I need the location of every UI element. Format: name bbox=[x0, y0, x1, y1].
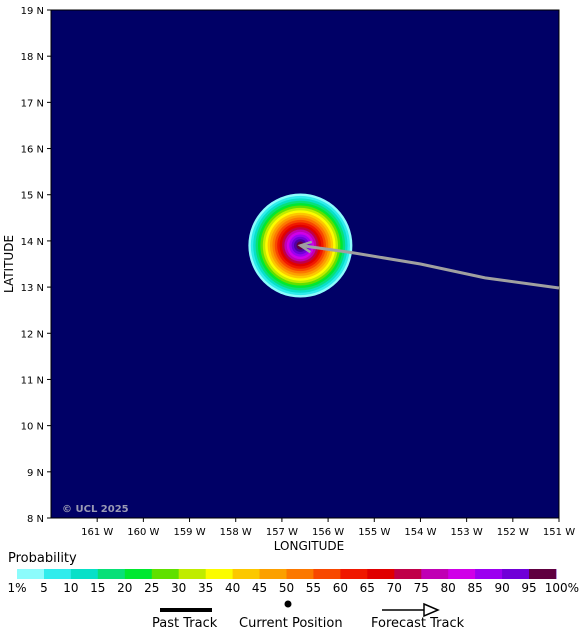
lat-tick-label: 12 N bbox=[21, 329, 44, 340]
colorbar-label: 65 bbox=[360, 581, 375, 595]
probability-colorbar bbox=[17, 569, 557, 579]
colorbar-label: 25 bbox=[144, 581, 159, 595]
x-axis-title: LONGITUDE bbox=[274, 539, 344, 553]
colorbar-label: 50 bbox=[279, 581, 294, 595]
lat-tick-label: 16 N bbox=[21, 145, 44, 156]
lon-tick-label: 154 W bbox=[404, 527, 436, 538]
past-track-label: Past Track bbox=[152, 616, 218, 631]
colorbar-label: 70 bbox=[387, 581, 402, 595]
lon-tick-label: 161 W bbox=[81, 527, 113, 538]
current-position-symbol bbox=[284, 600, 292, 608]
colorbar-label: 20 bbox=[117, 581, 132, 595]
colorbar-label: 85 bbox=[467, 581, 482, 595]
colorbar-segment bbox=[259, 569, 287, 579]
forecast-track-label: Forecast Track bbox=[371, 616, 465, 631]
colorbar-segment bbox=[70, 569, 99, 579]
colorbar-label: 75 bbox=[414, 581, 429, 595]
colorbar-segment bbox=[205, 569, 234, 579]
forecast-track-symbol bbox=[382, 602, 440, 618]
forecast-track-path bbox=[300, 244, 560, 290]
colorbar-segment bbox=[313, 569, 341, 579]
colorbar-segment bbox=[529, 569, 556, 579]
colorbar-label: 90 bbox=[494, 581, 509, 595]
colorbar-segment bbox=[124, 569, 153, 579]
colorbar-segment bbox=[448, 569, 476, 579]
lat-tick-label: 8 N bbox=[27, 514, 44, 525]
lon-tick-label: 152 W bbox=[497, 527, 529, 538]
lat-tick-label: 17 N bbox=[21, 98, 44, 109]
lat-tick-label: 13 N bbox=[21, 283, 44, 294]
colorbar-segment bbox=[232, 569, 260, 579]
colorbar-label: 80 bbox=[441, 581, 456, 595]
lon-tick-label: 160 W bbox=[127, 527, 159, 538]
copyright-text: © UCL 2025 bbox=[62, 504, 129, 515]
colorbar-label: 40 bbox=[225, 581, 240, 595]
colorbar-segment bbox=[421, 569, 449, 579]
colorbar-label: 55 bbox=[306, 581, 321, 595]
colorbar-segment bbox=[178, 569, 207, 579]
lat-tick-label: 14 N bbox=[21, 237, 44, 248]
lon-tick-label: 158 W bbox=[220, 527, 252, 538]
lat-tick-label: 10 N bbox=[21, 422, 44, 433]
y-axis-title: LATITUDE bbox=[2, 235, 16, 293]
probability-colorbar-labels: 1% 5 10 15 20 25 30 35 40 45 50 55 60 65 70 75 80 85 90 95 1… bbox=[7, 581, 579, 595]
lon-tick-label: 151 W bbox=[543, 527, 575, 538]
lat-tick-label: 19 N bbox=[21, 6, 44, 17]
colorbar-label: 15 bbox=[90, 581, 105, 595]
legend-title: Probability bbox=[8, 551, 77, 566]
colorbar-label: 30 bbox=[171, 581, 186, 595]
forecast-track-line bbox=[297, 240, 560, 290]
colorbar-segment bbox=[44, 569, 72, 579]
colorbar-segment bbox=[367, 569, 395, 579]
colorbar-label: 10 bbox=[63, 581, 78, 595]
colorbar-segment bbox=[394, 569, 422, 579]
lon-tick-label: 155 W bbox=[358, 527, 390, 538]
colorbar-label: 1% bbox=[7, 581, 26, 595]
lon-tick-label: 157 W bbox=[266, 527, 298, 538]
colorbar-segment bbox=[97, 569, 126, 579]
colorbar-segment bbox=[17, 569, 45, 579]
lat-tick-label: 18 N bbox=[21, 52, 44, 63]
colorbar-label: 45 bbox=[252, 581, 267, 595]
lat-tick-label: 11 N bbox=[21, 375, 44, 386]
lon-tick-label: 153 W bbox=[451, 527, 483, 538]
lat-tick-label: 15 N bbox=[21, 191, 44, 202]
colorbar-segment bbox=[286, 569, 314, 579]
longitude-ticks: 161 W 160 W 159 W 158 W 157 W 156 W 155 W 154 W… bbox=[81, 518, 575, 538]
colorbar-label: 100% bbox=[545, 581, 579, 595]
colorbar-segment bbox=[151, 569, 180, 579]
current-position-label: Current Position bbox=[239, 616, 343, 631]
lat-tick-label: 9 N bbox=[27, 468, 44, 479]
latitude-ticks: 8 N 9 N 10 N 11 N 12 N 13 N 14 N 15 N 16 N 17 N 18… bbox=[21, 6, 51, 525]
colorbar-label: 60 bbox=[333, 581, 348, 595]
colorbar-segment bbox=[340, 569, 368, 579]
colorbar-label: 95 bbox=[521, 581, 536, 595]
lon-tick-label: 159 W bbox=[173, 527, 205, 538]
forecast-track-arrowhead bbox=[297, 240, 313, 254]
colorbar-segment bbox=[475, 569, 503, 579]
colorbar-label: 35 bbox=[198, 581, 213, 595]
colorbar-label: 5 bbox=[40, 581, 48, 595]
lon-tick-label: 156 W bbox=[312, 527, 344, 538]
colorbar-segment bbox=[502, 569, 530, 579]
